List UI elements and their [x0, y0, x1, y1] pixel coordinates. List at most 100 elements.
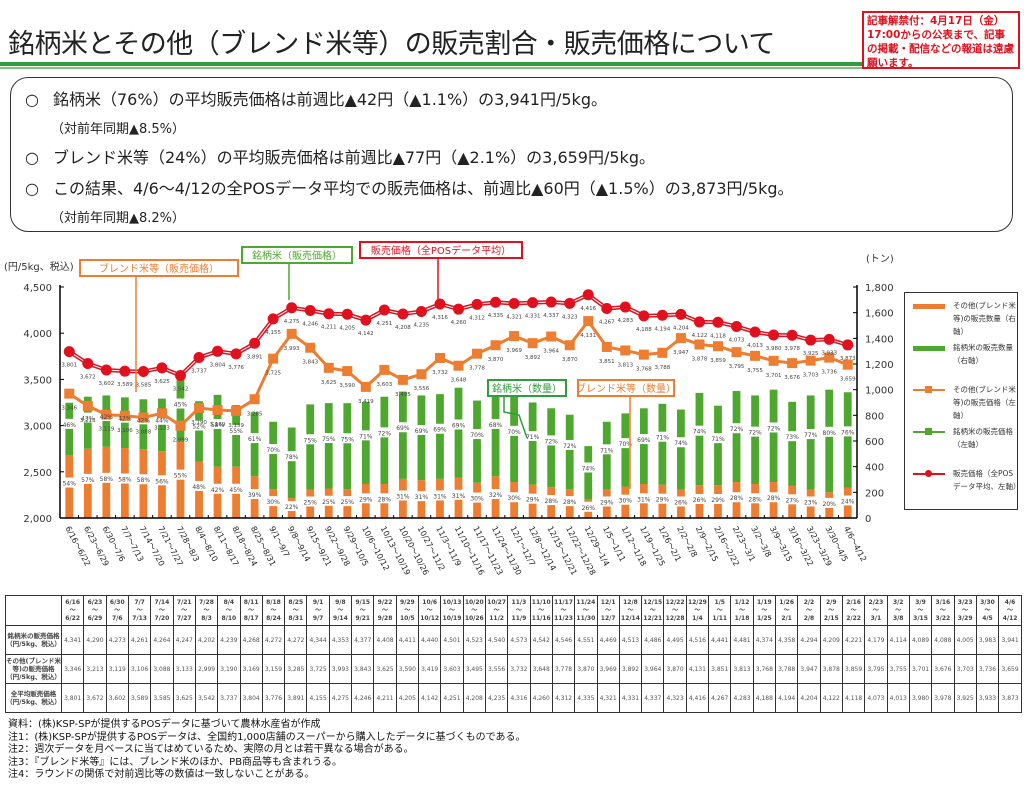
bar-label-gap [731, 492, 742, 503]
brand-share-label: 72% [748, 430, 762, 437]
brand-share-label: 74% [582, 466, 596, 473]
blend-price-marker [527, 338, 538, 349]
table-cell: 4,441 [708, 625, 732, 655]
table-row: 全平均販売価格（円/5kg、税込） 3,801 3,672 3,602 3,589 3,5… [5, 683, 1022, 713]
bar-label-gap [490, 418, 501, 429]
all-price-marker [731, 320, 743, 332]
blend-share-label: 58% [137, 477, 151, 484]
bar-brand-volume [269, 421, 278, 490]
brand-share-label: 72% [767, 425, 781, 432]
price-data-label: 3,659 [840, 377, 856, 383]
bar-label-gap [601, 496, 612, 507]
price-data-label: 3,602 [98, 381, 114, 387]
table-cell: 4,239 [217, 625, 241, 655]
all-price-marker [582, 289, 594, 301]
bar-label-gap [194, 480, 204, 491]
all-price-marker [749, 326, 761, 338]
header-tilde: ～ [783, 606, 790, 614]
table-cell: 3,813 [730, 654, 754, 684]
table-cell: 3,964 [641, 654, 665, 684]
header-tilde: ～ [315, 606, 322, 614]
table-header-cell: 8/18 ～ 8/24 [261, 595, 286, 626]
left-tick-label: 2,500 [23, 468, 52, 479]
table-cell: 4,118 [841, 683, 866, 713]
table-cell: 3,778 [551, 654, 576, 684]
table-header-cell: 3/2 ～ 3/8 [886, 595, 910, 626]
price-data-label: 4,312 [469, 315, 485, 321]
bar-label-gap [323, 432, 334, 443]
bar-label-gap [194, 420, 204, 431]
bar-label-gap [453, 489, 464, 500]
blend-share-label: 27% [785, 497, 799, 504]
header-start-date: 1/12 [734, 598, 750, 606]
right-tick-label: 800 [865, 411, 884, 422]
bar-label-gap [268, 444, 279, 455]
table-cell: 3,625 [373, 654, 397, 684]
table-row: その他(ブレンド米等)の販売価格（円/5kg、税込） 3,346 3,213 3,11… [5, 654, 1022, 684]
header-tilde: ～ [895, 606, 902, 614]
all-price-marker [527, 297, 539, 309]
price-data-label: 4,208 [395, 325, 411, 331]
blend-share-label: 31% [433, 493, 447, 500]
brand-share-label: 69% [396, 425, 410, 432]
bar-label-gap [583, 462, 594, 473]
blend-share-label: 22% [285, 504, 299, 511]
header-start-date: 6/16 [65, 598, 81, 606]
table-header-cell: 3/9 ～ 3/15 [908, 595, 933, 626]
table-cell: 3,878 [819, 654, 843, 684]
all-price-marker [823, 333, 835, 345]
price-data-label: 3,980 [766, 346, 782, 352]
blend-share-label: 30% [470, 496, 484, 503]
all-price-marker [638, 310, 650, 322]
header-start-date: 10/20 [464, 598, 484, 606]
table-cell: 4,323 [663, 683, 687, 713]
bar-label-gap [323, 495, 334, 506]
header-end-date: 3/8 [892, 614, 904, 622]
table-cell: 4,205 [395, 683, 420, 713]
bar-brand-volume [658, 403, 667, 485]
blend-share-label: 58% [118, 477, 132, 484]
table-header-cell: 11/10 ～ 11/16 [529, 595, 553, 626]
header-start-date: 7/28 [199, 598, 214, 606]
callout-box [241, 246, 353, 264]
brand-share-label: 71% [656, 435, 670, 442]
header-start-date: 8/18 [266, 598, 281, 606]
table-cell: 3,978 [931, 683, 955, 713]
blend-price-marker [360, 381, 371, 392]
blend-price-marker [82, 400, 93, 411]
table-cell: 4,486 [641, 625, 665, 655]
blend-share-label: 24% [841, 498, 855, 505]
brand-share-label: 71% [600, 447, 614, 454]
all-price-marker [82, 358, 94, 370]
price-data-label: 4,142 [358, 331, 374, 337]
price-data-label: 3,419 [358, 399, 374, 405]
table-cell: 3,589 [127, 683, 152, 713]
header-start-date: 3/16 [935, 598, 951, 606]
blend-share-label: 31% [452, 493, 466, 500]
blend-share-label: 29% [359, 496, 373, 503]
blend-price-marker [286, 328, 297, 339]
brand-share-label: 80% [823, 430, 837, 437]
header-start-date: 2/2 [803, 598, 815, 606]
header-end-date: 9/28 [377, 614, 393, 622]
footnote-2: 注2：週次データを月ベースに当てはめているため、実際の月とは若干異なる場合がある… [8, 744, 414, 755]
table-cell: 2,999 [194, 654, 219, 684]
bar-label-gap [694, 425, 705, 436]
price-data-label: 3,776 [228, 365, 244, 371]
table-cell: 4,344 [306, 625, 330, 655]
brand-share-label: 61% [248, 436, 262, 443]
bar-label-gap [212, 483, 223, 494]
header-start-date: 7/7 [134, 598, 145, 606]
blend-share-label: 25% [304, 499, 318, 506]
legend-square-marker-icon [925, 428, 932, 435]
price-data-label: 3,703 [803, 373, 819, 379]
header-start-date: 10/6 [422, 598, 438, 606]
bar-label-gap [360, 430, 371, 441]
bar-brand-volume [102, 395, 111, 447]
brand-share-label: 69% [637, 437, 651, 444]
header-start-date: 1/5 [714, 598, 725, 606]
header-end-date: 8/31 [288, 614, 304, 622]
blend-share-label: 28% [378, 496, 392, 503]
bar-brand-volume [639, 408, 648, 484]
header-end-date: 8/3 [201, 614, 212, 622]
